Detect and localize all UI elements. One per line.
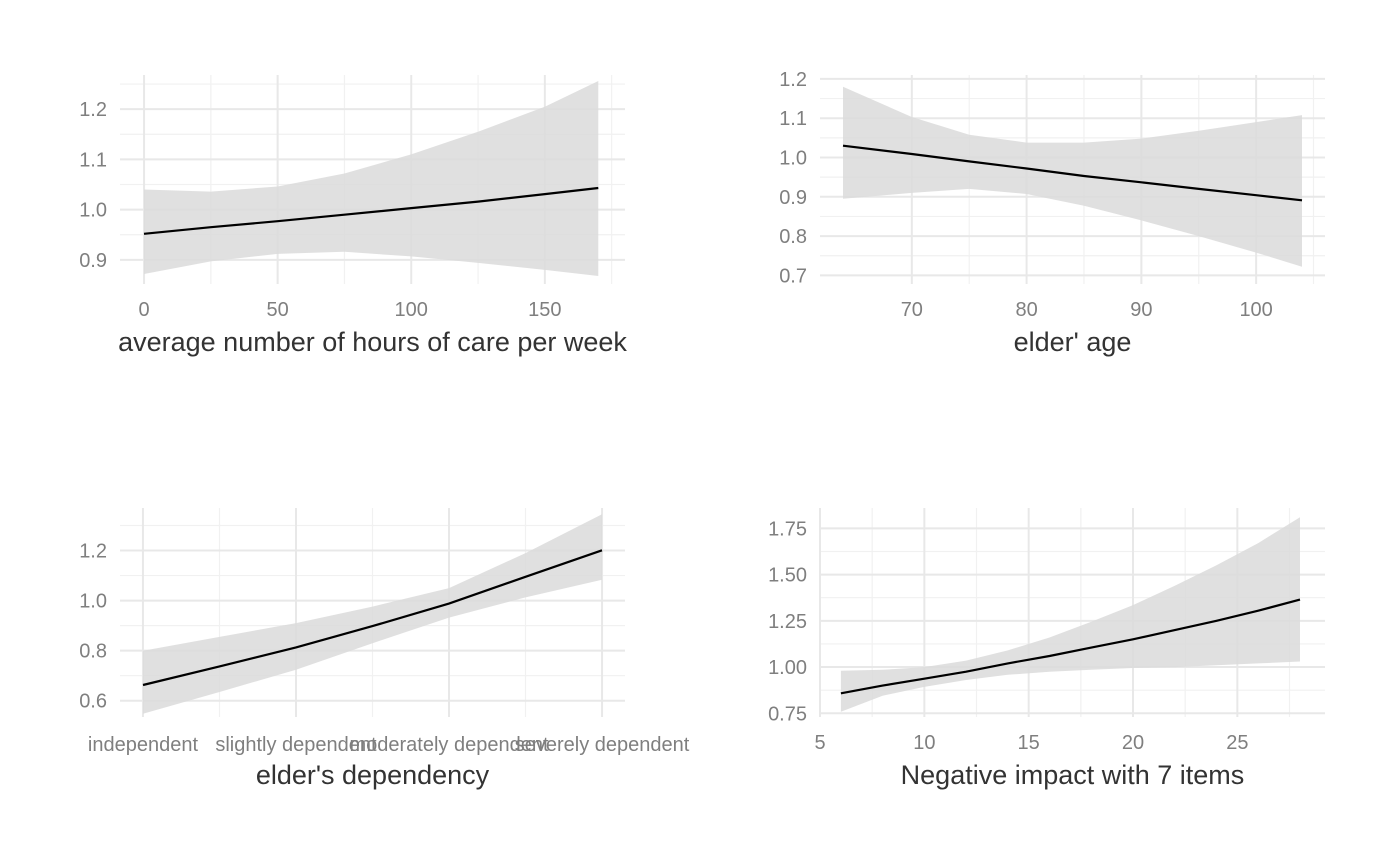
y-tick-label: 1.00 (768, 657, 807, 679)
x-axis-title: Negative impact with 7 items (901, 760, 1245, 790)
fitted-line (842, 144, 1303, 202)
panel-elder-age: 0.7 0.8 0.9 1.0 1.1 1.2 70 80 90 100 elder' age (779, 69, 1325, 357)
x-tick-label: moderately dependent (349, 734, 548, 756)
y-tick-label: 1.0 (79, 200, 107, 222)
x-axis-title: elder' age (1014, 327, 1132, 357)
x-tick-label: 25 (1226, 732, 1248, 754)
y-tick-label: 0.6 (79, 691, 107, 713)
y-tick-label: 0.9 (79, 250, 107, 272)
x-tick-label: 80 (1015, 299, 1037, 321)
x-tick-label: 70 (901, 299, 923, 321)
y-tick-label: 0.9 (779, 187, 807, 209)
y-tick-label: 0.8 (779, 226, 807, 248)
x-tick-label: 100 (395, 299, 428, 321)
x-tick-label: 5 (814, 732, 825, 754)
confidence-band (144, 81, 599, 276)
y-tick-label: 1.75 (768, 518, 807, 540)
panel-hours-of-care: 0.9 1.0 1.1 1.2 0 50 100 150 average number of h… (79, 75, 627, 357)
y-tick-label: 1.2 (79, 99, 107, 121)
y-tick-label: 0.75 (768, 703, 807, 725)
y-tick-label: 1.0 (79, 591, 107, 613)
fitted-line (143, 186, 599, 235)
confidence-band (143, 514, 602, 714)
fitted-line (142, 549, 603, 687)
x-tick-label: 100 (1239, 299, 1272, 321)
x-tick-label: 15 (1018, 732, 1040, 754)
y-tick-label: 1.2 (779, 69, 807, 91)
x-tick-label: severely dependent (515, 734, 690, 756)
x-axis-title: average number of hours of care per week (118, 327, 627, 357)
panel-elder-dependency: 0.6 0.8 1.0 1.2 independent slightly dependen… (79, 508, 690, 790)
confidence-band (840, 517, 1300, 712)
y-tick-label: 1.1 (779, 108, 807, 130)
y-tick-label: 0.8 (79, 641, 107, 663)
x-tick-label: independent (88, 734, 199, 756)
x-tick-label: 10 (913, 732, 935, 754)
y-tick-label: 0.7 (779, 265, 807, 287)
x-tick-label: slightly dependent (215, 734, 377, 756)
y-tick-label: 1.25 (768, 611, 807, 633)
y-tick-label: 1.1 (79, 149, 107, 171)
x-tick-label: 150 (528, 299, 561, 321)
y-tick-label: 1.50 (768, 565, 807, 587)
x-tick-label: 50 (267, 299, 289, 321)
x-tick-label: 20 (1122, 732, 1144, 754)
x-axis-title: elder's dependency (256, 760, 490, 790)
confidence-band (843, 86, 1302, 267)
x-tick-label: 90 (1130, 299, 1152, 321)
y-tick-label: 1.0 (779, 148, 807, 170)
x-tick-label: 0 (138, 299, 149, 321)
y-tick-label: 1.2 (79, 541, 107, 563)
panel-negative-impact: 0.75 1.00 1.25 1.50 1.75 5 10 15 20 25 Negative im… (768, 508, 1325, 790)
fitted-line (840, 598, 1301, 695)
